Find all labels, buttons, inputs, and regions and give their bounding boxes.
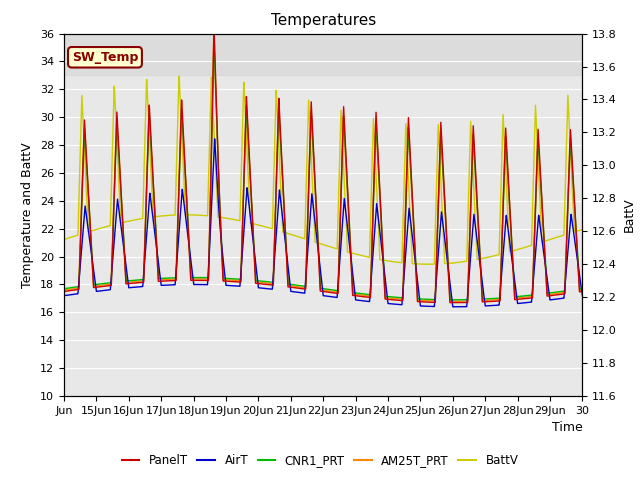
X-axis label: Time: Time bbox=[552, 421, 582, 434]
Title: Temperatures: Temperatures bbox=[271, 13, 376, 28]
Y-axis label: Temperature and BattV: Temperature and BattV bbox=[22, 142, 35, 288]
Text: SW_Temp: SW_Temp bbox=[72, 51, 138, 64]
Bar bbox=[64, 34, 582, 75]
Legend: PanelT, AirT, CNR1_PRT, AM25T_PRT, BattV: PanelT, AirT, CNR1_PRT, AM25T_PRT, BattV bbox=[117, 449, 523, 472]
Y-axis label: BattV: BattV bbox=[623, 197, 636, 232]
